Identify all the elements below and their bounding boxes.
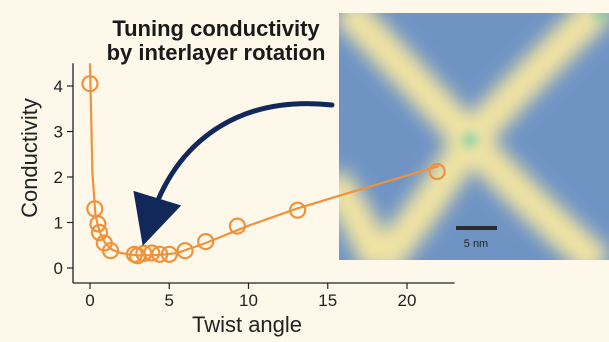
y-tick-label: 0 [54,259,63,278]
x-tick-label: 20 [398,291,417,310]
moire-image-inset: 5 nm [339,13,609,260]
data-point [81,75,99,93]
chart-title-line-1: Tuning conductivity [112,16,320,41]
x-axis-title: Twist angle [192,312,302,337]
data-point [90,223,109,242]
data-point [176,242,194,260]
inset-ridges [339,13,609,260]
scale-bar-label: 5 nm [464,238,488,250]
data-point [228,217,246,235]
x-tick-label: 0 [85,291,94,310]
y-tick-label: 2 [54,168,63,187]
inset-node-corner [594,13,608,21]
chart-title-line-2: by interlayer rotation [107,40,326,65]
inset-node [462,132,478,148]
data-points [81,75,446,265]
axes: 0 5 10 15 20 0 1 2 3 4 [54,63,455,310]
data-point [428,162,446,181]
y-axis-title: Conductivity [17,98,42,218]
data-point [101,242,120,260]
data-point [197,233,215,251]
y-tick-label: 1 [54,214,63,233]
data-point [151,245,169,263]
data-point [89,215,107,233]
y-tick-label: 4 [54,77,63,96]
x-tick-label: 15 [318,291,337,310]
y-tick-label: 3 [54,123,63,142]
x-tick-label: 5 [165,291,174,310]
data-point [160,245,178,263]
curved-arrow [133,101,335,246]
x-tick-label: 10 [239,291,258,310]
data-point [289,201,307,219]
